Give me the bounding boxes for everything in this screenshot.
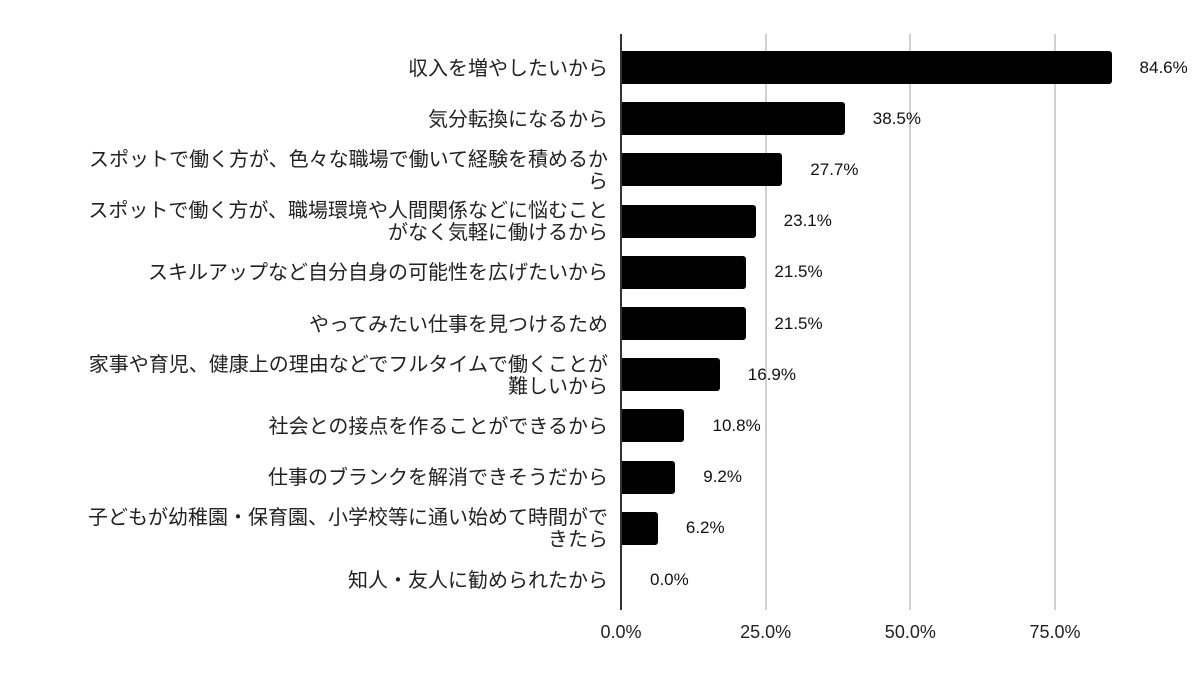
value-label: 84.6%: [1139, 57, 1188, 77]
category-label: 仕事のブランクを解消できそうだから: [268, 465, 608, 490]
bar: [622, 307, 747, 340]
bar-row: スポットで働く方が、職場環境や人間関係などに悩むこと がなく気軽に働けるから 23…: [0, 196, 1200, 247]
value-label: 27.7%: [810, 159, 859, 179]
bar-row: 仕事のブランクを解消できそうだから 9.2%: [0, 452, 1200, 503]
bar: [622, 153, 783, 187]
value-label: 16.9%: [747, 364, 796, 384]
bar-row: スキルアップなど自分自身の可能性を広げたいから 21.5%: [0, 247, 1200, 298]
gridline: [909, 34, 912, 610]
gridline: [1054, 34, 1056, 610]
bar-row: 子どもが幼稚園・保育園、小学校等に通い始めて時間がで きたら 6.2%: [0, 503, 1200, 554]
value-label: 9.2%: [703, 467, 742, 487]
y-axis-line: [620, 34, 622, 610]
bar-row: 気分転換になるから 38.5%: [0, 93, 1200, 144]
bar-row: 知人・友人に勧められたから 0.0%: [0, 554, 1200, 605]
bar: [622, 409, 685, 443]
bar: [622, 102, 845, 136]
x-tick-label: 50.0%: [884, 622, 936, 642]
bar-row: 社会との接点を作ることができるから 10.8%: [0, 400, 1200, 451]
bar: [622, 511, 658, 545]
bar: [622, 460, 676, 494]
category-label: 知人・友人に勧められたから: [348, 567, 608, 592]
category-label: やってみたい仕事を見つけるため: [309, 311, 608, 336]
bar: [622, 358, 720, 392]
gridline: [764, 34, 767, 610]
bar: [622, 51, 1112, 84]
bar-row: やってみたい仕事を見つけるため 21.5%: [0, 298, 1200, 349]
category-label: 気分転換になるから: [428, 106, 608, 131]
value-label: 23.1%: [783, 211, 832, 231]
x-tick-label: 25.0%: [740, 622, 792, 642]
category-label: 子どもが幼稚園・保育園、小学校等に通い始めて時間がで きたら: [88, 505, 608, 552]
x-tick-label: 75.0%: [1029, 622, 1081, 642]
value-label: 21.5%: [774, 313, 823, 333]
category-label: 社会との接点を作ることができるから: [268, 413, 608, 438]
value-label: 38.5%: [872, 108, 921, 128]
category-label: 家事や育児、健康上の理由などでフルタイムで働くことが 難しいから: [88, 351, 608, 398]
value-label: 21.5%: [774, 262, 823, 282]
x-tick-label: 0.0%: [600, 622, 642, 642]
value-label: 6.2%: [685, 518, 725, 538]
value-label: 0.0%: [650, 569, 689, 589]
bar-row: 収入を増やしたいから 84.6%: [0, 42, 1200, 93]
category-label: スポットで働く方が、職場環境や人間関係などに悩むこと がなく気軽に働けるから: [88, 198, 608, 245]
category-label: スキルアップなど自分自身の可能性を広げたいから: [148, 260, 608, 285]
value-label: 10.8%: [712, 415, 761, 435]
bar: [622, 204, 756, 238]
category-label: スポットで働く方が、色々な職場で働いて経験を積めるか ら: [89, 146, 608, 193]
category-label: 収入を増やしたいから: [408, 55, 608, 80]
bar-row: 家事や育児、健康上の理由などでフルタイムで働くことが 難しいから 16.9%: [0, 349, 1200, 400]
bar-row: スポットで働く方が、色々な職場で働いて経験を積めるか ら 27.7%: [0, 144, 1200, 195]
bar: [622, 255, 747, 289]
